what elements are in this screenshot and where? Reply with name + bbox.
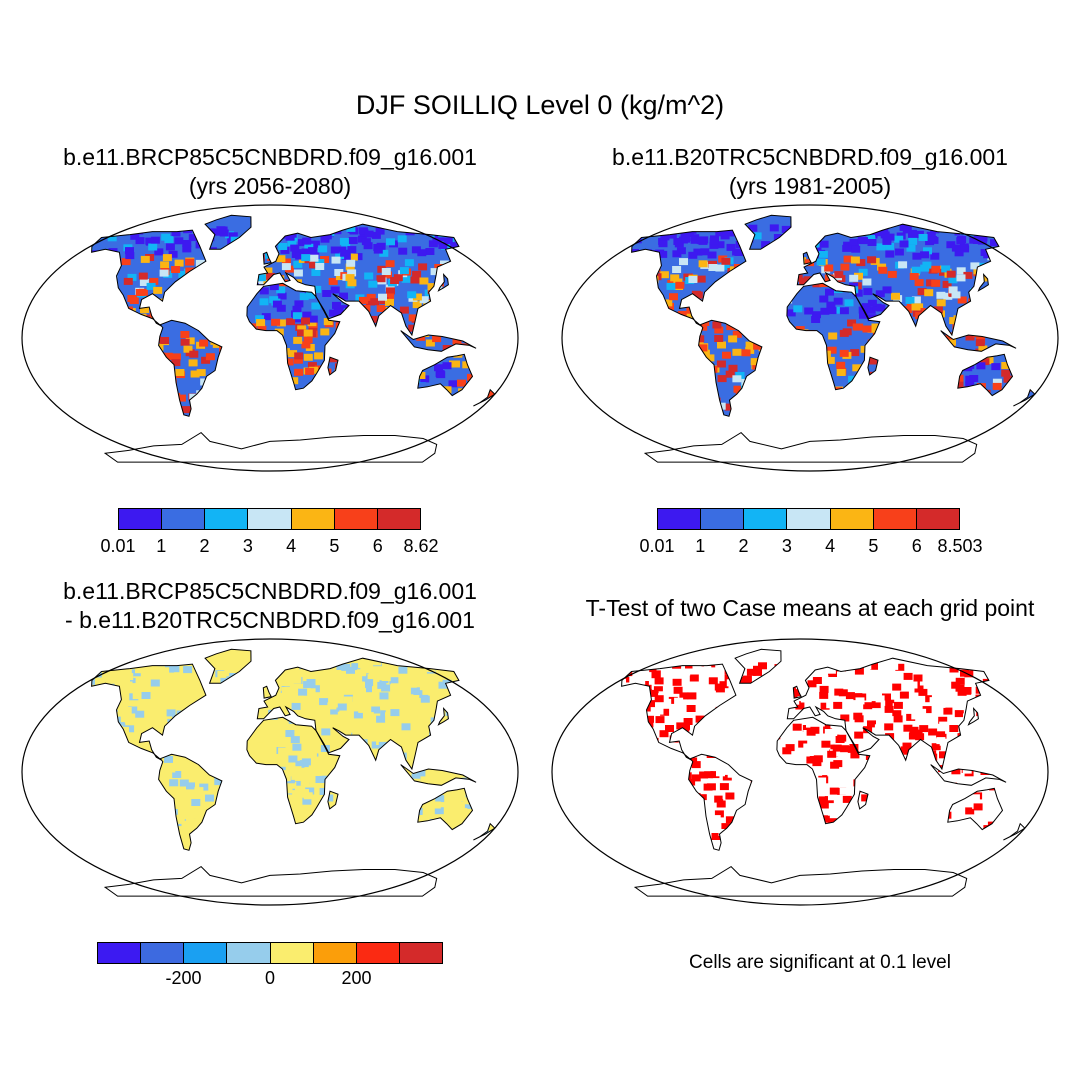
colorbar-swatch (334, 509, 378, 529)
colorbar-tick-label: 3 (781, 536, 792, 556)
colorbar-tick-label: 6 (911, 536, 922, 556)
panel-2-case-name: b.e11.B20TRC5CNBDRD.f09_g16.001 (612, 144, 1008, 170)
colorbar-swatch (356, 943, 400, 963)
colorbar-swatch (119, 509, 163, 529)
colorbar-swatch (744, 509, 788, 529)
panel-3-minus-case-name: - b.e11.B20TRC5CNBDRD.f09_g16.001 (65, 607, 475, 633)
colorbar-swatch (270, 943, 314, 963)
colorbar-tick-label: 1 (156, 536, 167, 556)
map-panel-rcp85 (21, 204, 519, 472)
colorbar-tick-label: 8.62 (403, 536, 439, 556)
colorbar-swatch (830, 509, 874, 529)
colorbar-tick-label: 0.01 (639, 536, 675, 556)
colorbar-tick-label: 5 (329, 536, 340, 556)
colorbar-swatch (227, 943, 271, 963)
colorbar-tick-label: 4 (825, 536, 836, 556)
colorbar-swatch (873, 509, 917, 529)
panel-1-case-name: b.e11.BRCP85C5CNBDRD.f09_g16.001 (63, 144, 477, 170)
significance-note: Cells are significant at 0.1 level (689, 952, 951, 973)
colorbar-difference (97, 942, 443, 964)
colorbar-tick-label: 5 (868, 536, 879, 556)
panel-3-title: b.e11.BRCP85C5CNBDRD.f09_g16.001 - b.e11… (10, 577, 530, 635)
figure-title: DJF SOILLIQ Level 0 (kg/m^2) (355, 90, 725, 120)
colorbar-tick-label: 4 (286, 536, 297, 556)
colorbar-tick-label: 0 (264, 968, 276, 988)
map-panel-ttest (551, 638, 1049, 906)
colorbar-swatch (248, 509, 292, 529)
colorbar-swatch (313, 943, 357, 963)
colorbar-swatch (399, 943, 442, 963)
colorbar-swatch (184, 943, 228, 963)
colorbar-swatch (205, 509, 249, 529)
panel-2-years: (yrs 1981-2005) (728, 173, 892, 199)
colorbar-swatch (141, 943, 185, 963)
colorbar-swatch (291, 509, 335, 529)
map-panel-historical (561, 204, 1059, 472)
colorbar-swatch (916, 509, 959, 529)
panel-1-title: b.e11.BRCP85C5CNBDRD.f09_g16.001 (yrs 20… (10, 143, 530, 201)
colorbar-swatch (658, 509, 702, 529)
colorbar-tick-label: 2 (738, 536, 749, 556)
colorbar-swatch (98, 943, 142, 963)
colorbar-tick-label: 200 (341, 968, 372, 988)
colorbar-swatch (162, 509, 206, 529)
panel-3-case-name: b.e11.BRCP85C5CNBDRD.f09_g16.001 (63, 578, 477, 604)
panel-1-years: (yrs 2056-2080) (188, 173, 352, 199)
colorbar-tick-label: 0.01 (100, 536, 136, 556)
colorbar-swatch (701, 509, 745, 529)
colorbar-tick-label: 3 (242, 536, 253, 556)
colorbar-swatch (787, 509, 831, 529)
colorbar-tick-label: 1 (695, 536, 706, 556)
colorbar-swatch (377, 509, 420, 529)
colorbar-tick-label: 2 (199, 536, 210, 556)
colorbar-rcp85 (118, 508, 421, 530)
panel-2-title: b.e11.B20TRC5CNBDRD.f09_g16.001 (yrs 198… (550, 143, 1070, 201)
map-panel-difference (21, 638, 519, 906)
colorbar-tick-label: 6 (372, 536, 383, 556)
colorbar-historical (657, 508, 960, 530)
panel-4-title: T-Test of two Case means at each grid po… (585, 595, 1035, 621)
colorbar-tick-label: -200 (165, 968, 202, 988)
colorbar-tick-label: 8.503 (937, 536, 983, 556)
